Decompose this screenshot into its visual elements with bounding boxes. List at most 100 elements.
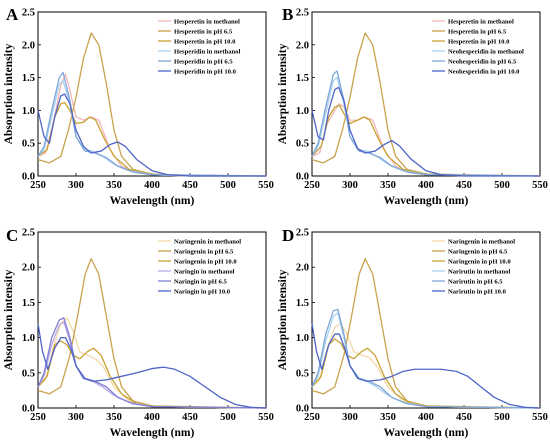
series-line-5 (311, 308, 541, 409)
series-line-1 (37, 73, 266, 177)
x-tick-label: 450 (182, 180, 198, 191)
series-line-2 (311, 32, 541, 177)
legend-label: Naringin in methanol (174, 268, 235, 275)
y-tick-label: 0.0 (22, 404, 35, 415)
legend-label: Neohesperidin in methanol (448, 48, 524, 55)
series-line-6 (311, 323, 541, 409)
legend-label: Naringin in pH 6.5 (174, 278, 227, 285)
legend-label: Hesperidin in methanol (174, 48, 240, 55)
x-tick-label: 350 (380, 412, 396, 423)
y-tick-label: 1.0 (22, 106, 35, 117)
series-line-5 (37, 317, 267, 409)
x-tick-label: 300 (342, 180, 358, 191)
y-axis-title: Absorption intensity (277, 43, 289, 144)
x-tick-label: 350 (106, 180, 122, 191)
x-tick-label: 500 (220, 180, 236, 191)
x-tick-label: 250 (30, 412, 46, 423)
x-tick-label: 550 (532, 412, 548, 423)
x-tick-label: 250 (304, 412, 320, 423)
series-line-4 (37, 321, 267, 409)
panel-letter: D (282, 226, 294, 245)
series-line-3 (311, 338, 541, 409)
series-line-2 (311, 258, 541, 409)
series-line-4 (311, 76, 541, 177)
legend-label: Hesperetin in pH 10.0 (448, 38, 510, 45)
y-tick-label: 0.5 (22, 368, 35, 379)
y-tick-label: 2.5 (22, 228, 35, 239)
legend-label: Hesperidin in pH 6.5 (174, 58, 233, 65)
legend-label: Neohesperidin in pH 10.0 (448, 68, 520, 75)
x-tick-label: 400 (144, 412, 160, 423)
series-line-4 (37, 80, 266, 177)
x-axis-title: Wavelength (nm) (110, 427, 195, 439)
x-tick-label: 350 (380, 180, 396, 191)
series-line-1 (311, 322, 541, 409)
x-tick-label: 500 (494, 412, 510, 423)
x-tick-label: 500 (220, 412, 236, 423)
legend-label: Naringenin in methanol (448, 238, 515, 245)
chart-panel-d: D 250 300 350 400 450 500 550 0.0 0.5 1.0 1.5 2.0 2.5… (277, 226, 548, 439)
x-tick-label: 550 (532, 180, 548, 191)
panel-letter: B (282, 5, 293, 24)
y-tick-label: 2.5 (296, 228, 309, 239)
x-tick-label: 550 (258, 412, 274, 423)
x-tick-label: 300 (342, 412, 358, 423)
x-tick-label: 400 (144, 180, 160, 191)
y-tick-label: 0.0 (22, 172, 35, 183)
y-tick-label: 2.0 (296, 40, 309, 51)
series-line-1 (37, 317, 267, 409)
panel-letter: A (6, 5, 19, 24)
legend-label: Naringenin in pH 6.5 (174, 248, 234, 255)
legend-label: Hesperetin in pH 6.5 (448, 28, 507, 35)
y-tick-label: 1.5 (296, 298, 309, 309)
chart-panel-c: C 250 300 350 400 450 500 550 0.0 0.5 1.0 1.5 2.0 2.5… (3, 226, 274, 439)
legend-label: Narirutin in pH 10.0 (448, 288, 507, 295)
x-tick-label: 500 (494, 180, 510, 191)
y-tick-label: 0.5 (296, 139, 309, 150)
x-tick-label: 300 (68, 412, 84, 423)
x-tick-label: 400 (418, 412, 434, 423)
y-tick-label: 1.0 (296, 333, 309, 344)
legend-label: Hesperetin in methanol (448, 18, 514, 25)
y-axis-title: Absorption intensity (277, 269, 289, 370)
y-axis-title: Absorption intensity (3, 269, 15, 370)
legend-label: Naringin in pH 10.0 (174, 288, 231, 295)
series-line-6 (37, 323, 267, 409)
x-tick-label: 450 (456, 180, 472, 191)
series-line-6 (37, 93, 266, 177)
legend-label: Narirutin in methanol (448, 268, 510, 275)
x-tick-label: 450 (456, 412, 472, 423)
legend-label: Naringenin in methanol (174, 238, 241, 245)
x-axis-title: Wavelength (nm) (384, 195, 469, 207)
x-axis-title: Wavelength (nm) (110, 195, 195, 207)
plot-frame (37, 11, 267, 177)
x-tick-label: 250 (30, 180, 46, 191)
plot-frame (311, 11, 541, 177)
y-tick-label: 1.0 (296, 106, 309, 117)
y-tick-label: 1.5 (22, 298, 35, 309)
legend-label: Hesperetin in pH 10.0 (174, 38, 236, 45)
x-tick-label: 350 (106, 412, 122, 423)
y-tick-label: 0.0 (296, 404, 309, 415)
series-line-3 (311, 104, 541, 177)
chart-panel-b: B 250 300 350 400 450 500 550 0.0 0.5 1.0 1.5 2.0 2.5… (277, 5, 548, 207)
y-tick-label: 1.5 (296, 73, 309, 84)
y-tick-label: 1.0 (22, 333, 35, 344)
panel-letter: C (6, 226, 18, 245)
series-line-5 (311, 70, 541, 177)
x-tick-label: 450 (182, 412, 198, 423)
legend-label: Naringenin in pH 6.5 (448, 248, 508, 255)
legend-label: Naringenin in pH 10.0 (448, 258, 511, 265)
y-tick-label: 2.0 (296, 263, 309, 274)
series-line-4 (311, 312, 541, 409)
x-tick-label: 400 (418, 180, 434, 191)
y-tick-label: 0.5 (296, 368, 309, 379)
y-tick-label: 0.5 (22, 139, 35, 150)
series-line-3 (37, 101, 267, 177)
y-tick-label: 2.5 (296, 8, 309, 19)
legend-label: Neohesperidin in pH 6.5 (448, 58, 517, 65)
legend-label: Hesperetin in pH 6.5 (174, 28, 233, 35)
y-tick-label: 2.0 (22, 263, 35, 274)
x-tick-label: 300 (68, 180, 84, 191)
